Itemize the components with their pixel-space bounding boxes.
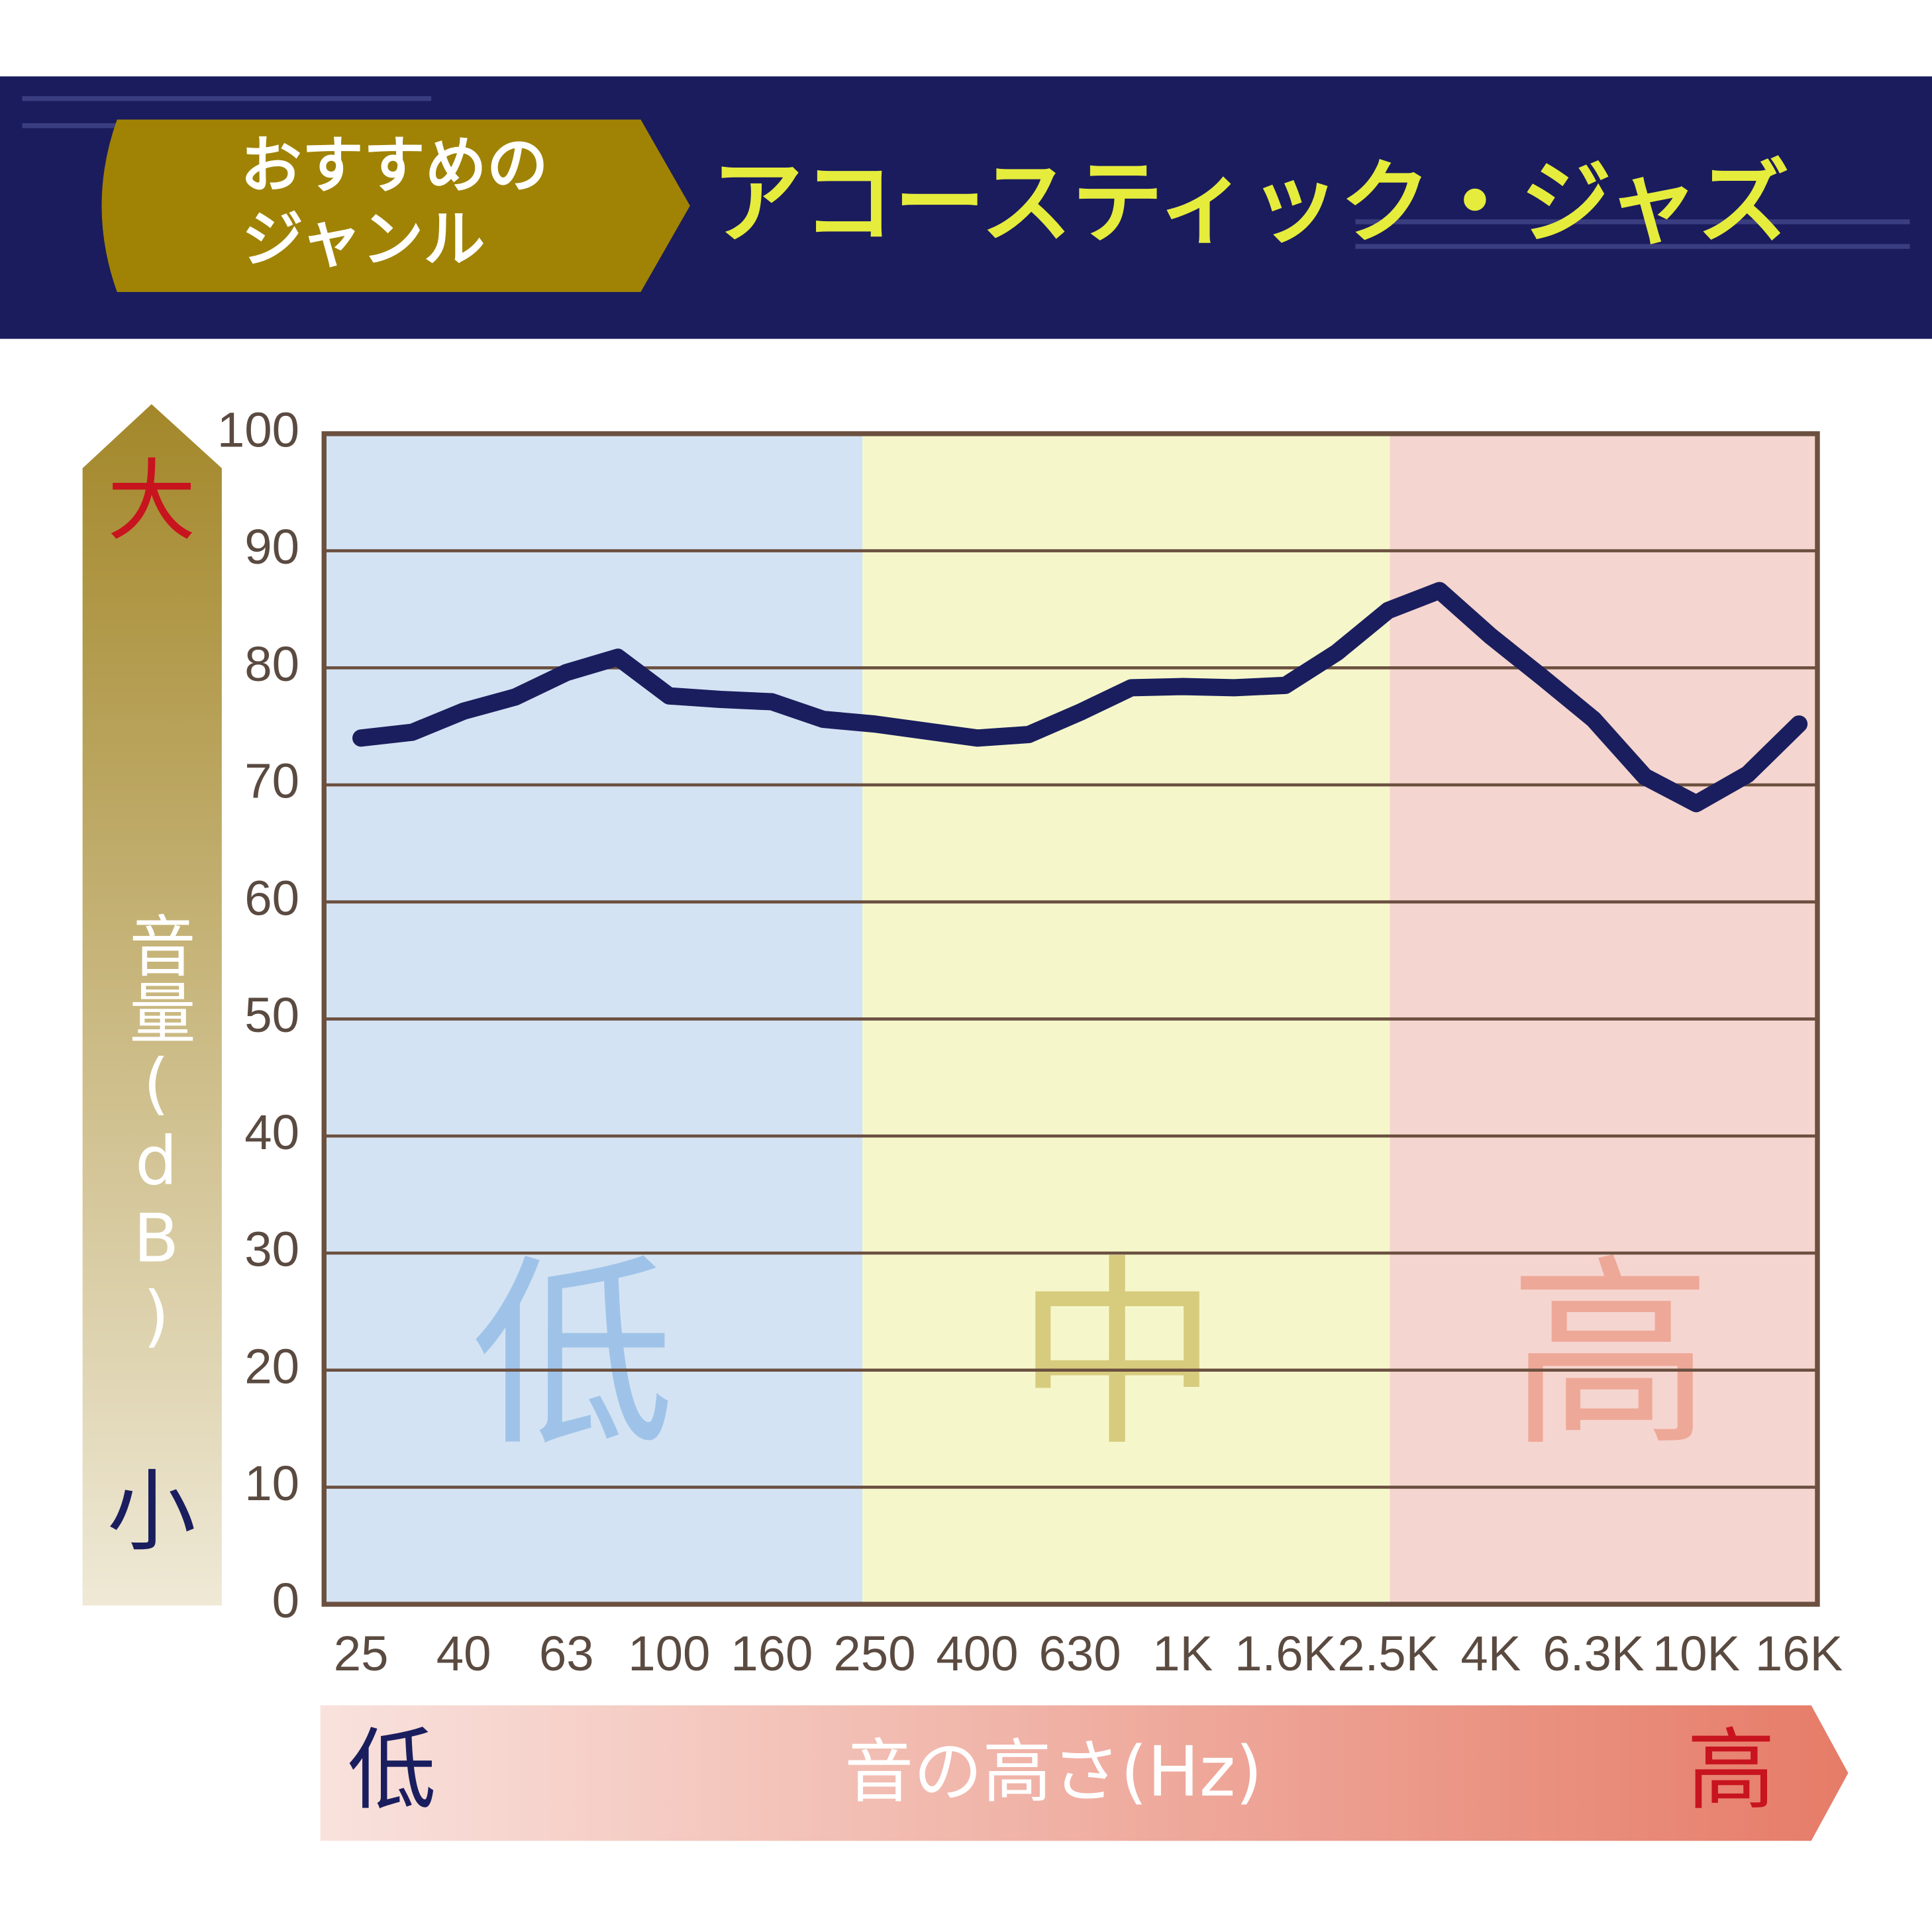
x-tick-label: 6.3K: [1543, 1626, 1644, 1681]
band-label: 高: [1509, 1238, 1712, 1474]
x-tick-label: 10K: [1652, 1626, 1740, 1681]
badge-text: おすすめの: [240, 130, 548, 201]
x-tick-label: 1.6K: [1235, 1626, 1336, 1681]
y-high-label: 大: [107, 450, 196, 553]
y-tick-label: 60: [244, 870, 299, 925]
y-tick-label: 50: [244, 988, 299, 1042]
y-tick-label: 90: [244, 519, 299, 574]
y-tick-label: 40: [244, 1105, 299, 1160]
y-tick-label: 70: [244, 754, 299, 809]
y-tick-label: 100: [217, 402, 299, 457]
y-tick-label: 0: [272, 1573, 299, 1628]
band-label: 低: [472, 1238, 675, 1474]
x-tick-label: 100: [628, 1626, 710, 1681]
x-tick-label: 2.5K: [1337, 1626, 1439, 1681]
data-line: [352, 582, 1808, 813]
y-axis-label: 音量(dB): [117, 912, 195, 1355]
x-high-label: 高: [1687, 1719, 1776, 1822]
x-tick-label: 63: [539, 1626, 594, 1681]
y-tick-label: 30: [244, 1222, 299, 1277]
y-tick-label: 80: [244, 636, 299, 691]
x-tick-label: 1K: [1152, 1626, 1213, 1681]
x-tick-label: 630: [1039, 1626, 1121, 1681]
y-tick-label: 20: [244, 1339, 299, 1394]
y-tick-label: 10: [244, 1456, 299, 1511]
x-tick-label: 25: [334, 1626, 389, 1681]
y-low-label: 小: [107, 1460, 196, 1564]
x-tick-label: 40: [436, 1626, 491, 1681]
x-low-label: 低: [348, 1719, 436, 1822]
x-axis-label: 音の高さ(Hz): [844, 1731, 1262, 1812]
x-arrow: [320, 1705, 1849, 1841]
x-tick-label: 250: [833, 1626, 915, 1681]
x-tick-label: 160: [731, 1626, 813, 1681]
plot-frame: [321, 431, 1820, 1607]
x-tick-label: 4K: [1460, 1626, 1521, 1681]
badge-text: ジャンル: [242, 204, 485, 276]
band-label: 中: [1016, 1238, 1219, 1474]
genre-badge: [101, 119, 690, 292]
y-arrow: [82, 404, 222, 1606]
x-tick-label: 16K: [1755, 1626, 1843, 1681]
genre-title: アコースティック・ジャズ: [712, 150, 1790, 256]
x-tick-label: 400: [936, 1626, 1018, 1681]
